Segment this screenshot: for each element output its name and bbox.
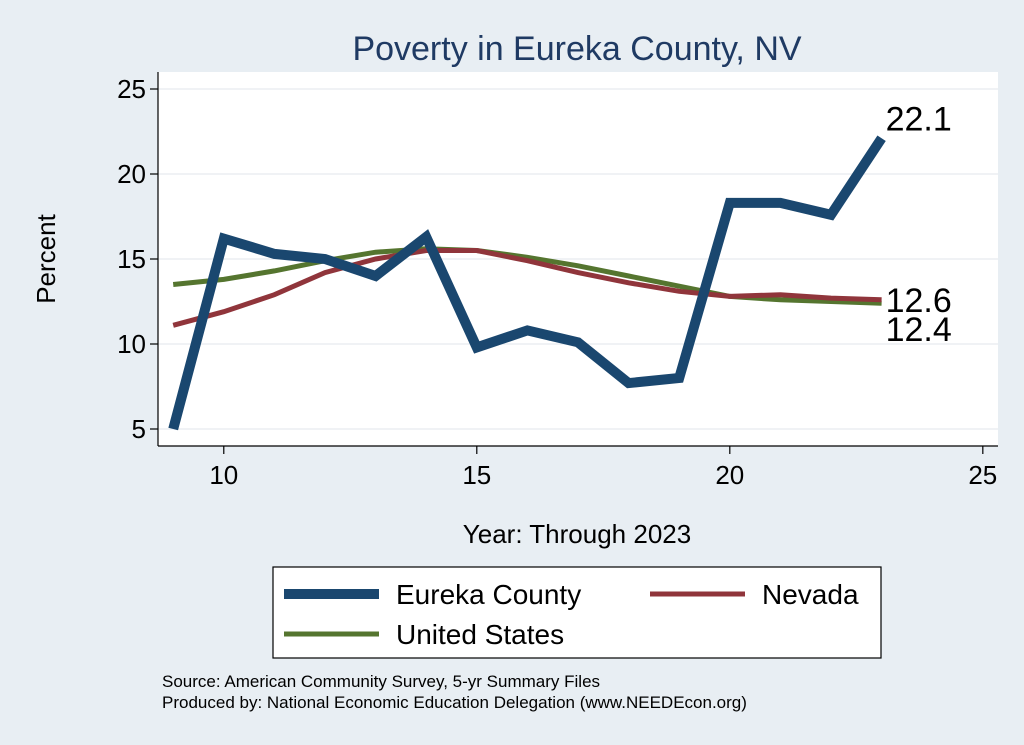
legend: Eureka County Nevada United States: [284, 579, 859, 650]
series-line-united-states: [172, 246, 882, 306]
series-line-eureka-county: [168, 135, 886, 431]
series-lines: [168, 135, 886, 431]
series-line-nevada: [172, 248, 882, 328]
chart-title: Poverty in Eureka County, NV: [352, 30, 801, 68]
x-axis: 10 15 20 25: [158, 445, 998, 490]
end-label-united-states: 12.4: [886, 311, 952, 349]
x-tick-label: 20: [715, 460, 744, 490]
end-labels: 22.1 12.612.4: [886, 100, 952, 349]
y-tick-label: 25: [117, 74, 146, 104]
source-notes: Source: American Community Survey, 5-yr …: [162, 671, 747, 713]
legend-label-nevada: Nevada: [762, 579, 859, 610]
x-tick-label: 10: [209, 460, 238, 490]
end-label-nevada: 12.6: [886, 282, 952, 320]
producer-line: Produced by: National Economic Education…: [162, 693, 747, 712]
legend-label-eureka-county: Eureka County: [396, 579, 581, 610]
y-tick-label: 20: [117, 159, 146, 189]
x-tick-label: 25: [968, 460, 997, 490]
legend-label-united-states: United States: [396, 619, 564, 650]
x-tick-label: 15: [462, 460, 491, 490]
x-axis-label: Year: Through 2023: [463, 519, 691, 549]
y-tick-label: 10: [117, 329, 146, 359]
y-tick-label: 5: [132, 414, 146, 444]
y-axis-label: Percent: [31, 213, 61, 303]
end-label-eureka-county: 22.1: [886, 100, 952, 138]
legend-box: [272, 566, 882, 659]
source-line: Source: American Community Survey, 5-yr …: [162, 672, 601, 691]
y-axis: 5 10 15 20 25: [117, 72, 159, 446]
y-tick-label: 15: [117, 244, 146, 274]
